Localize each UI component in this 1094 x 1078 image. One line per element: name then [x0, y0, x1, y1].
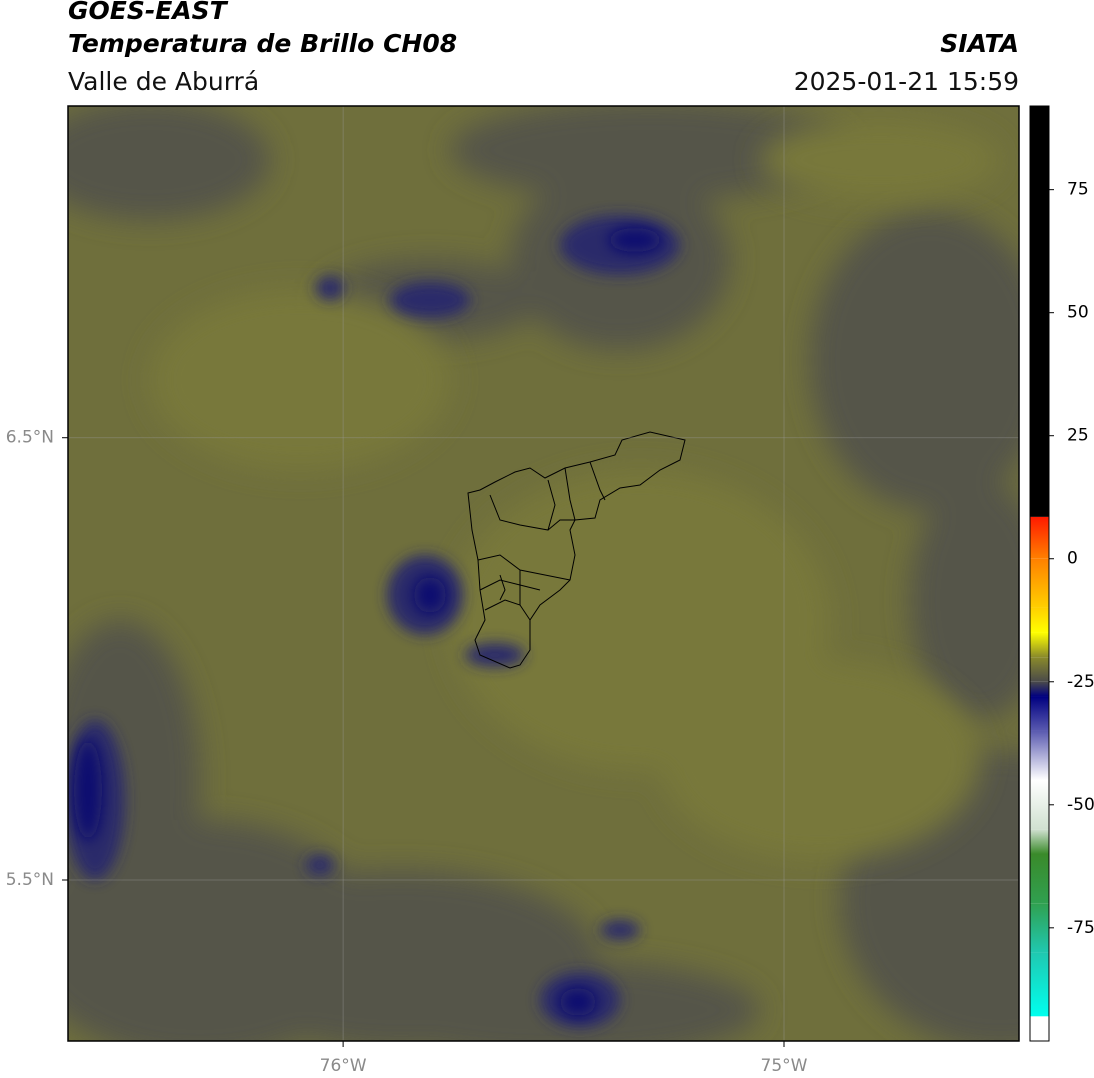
source: SIATA	[940, 29, 1019, 58]
satellite-field	[68, 106, 1019, 1041]
colorbar-segment	[1030, 607, 1049, 633]
x-tick-label: 75°W	[761, 1056, 808, 1076]
colorbar-segment	[1030, 106, 1049, 517]
colorbar-segment	[1030, 952, 1049, 1017]
colorbar-tick-label: -75	[1067, 918, 1094, 938]
colorbar-segment	[1030, 657, 1049, 682]
colorbar-tick-label: -25	[1067, 672, 1094, 692]
colorbar-tick-label: -50	[1067, 795, 1094, 815]
colorbar-tick-label: 0	[1067, 549, 1078, 569]
region: Valle de Aburrá	[68, 67, 259, 96]
map-frame	[67, 105, 1020, 1042]
title: GOES-EAST	[68, 0, 229, 25]
colorbar-segment	[1030, 1016, 1049, 1041]
x-tick-label: 76°W	[320, 1056, 367, 1076]
colorbar-segment	[1030, 516, 1049, 559]
colorbar-segment	[1030, 730, 1049, 781]
colorbar-segment	[1030, 558, 1049, 608]
y-tick-label: 5.5°N	[6, 870, 54, 890]
colorbar-tick-label: 75	[1067, 180, 1089, 200]
colorbar-segment	[1030, 854, 1049, 904]
y-tick-label: 6.5°N	[6, 428, 54, 448]
colorbar-segment	[1030, 903, 1049, 953]
colorbar-tick-label: 25	[1067, 426, 1089, 446]
colorbar-segment	[1030, 780, 1049, 830]
timestamp: 2025-01-21 15:59	[794, 67, 1019, 96]
colorbar-segment	[1030, 696, 1049, 731]
valle-outline	[467, 431, 686, 669]
colorbar-segment	[1030, 829, 1049, 854]
colorbar-frame	[1029, 105, 1050, 1042]
colorbar-segment	[1030, 632, 1049, 658]
subtitle: Temperatura de Brillo CH08	[68, 29, 457, 58]
colorbar-tick-label: 50	[1067, 303, 1089, 323]
colorbar-segment	[1030, 681, 1049, 697]
